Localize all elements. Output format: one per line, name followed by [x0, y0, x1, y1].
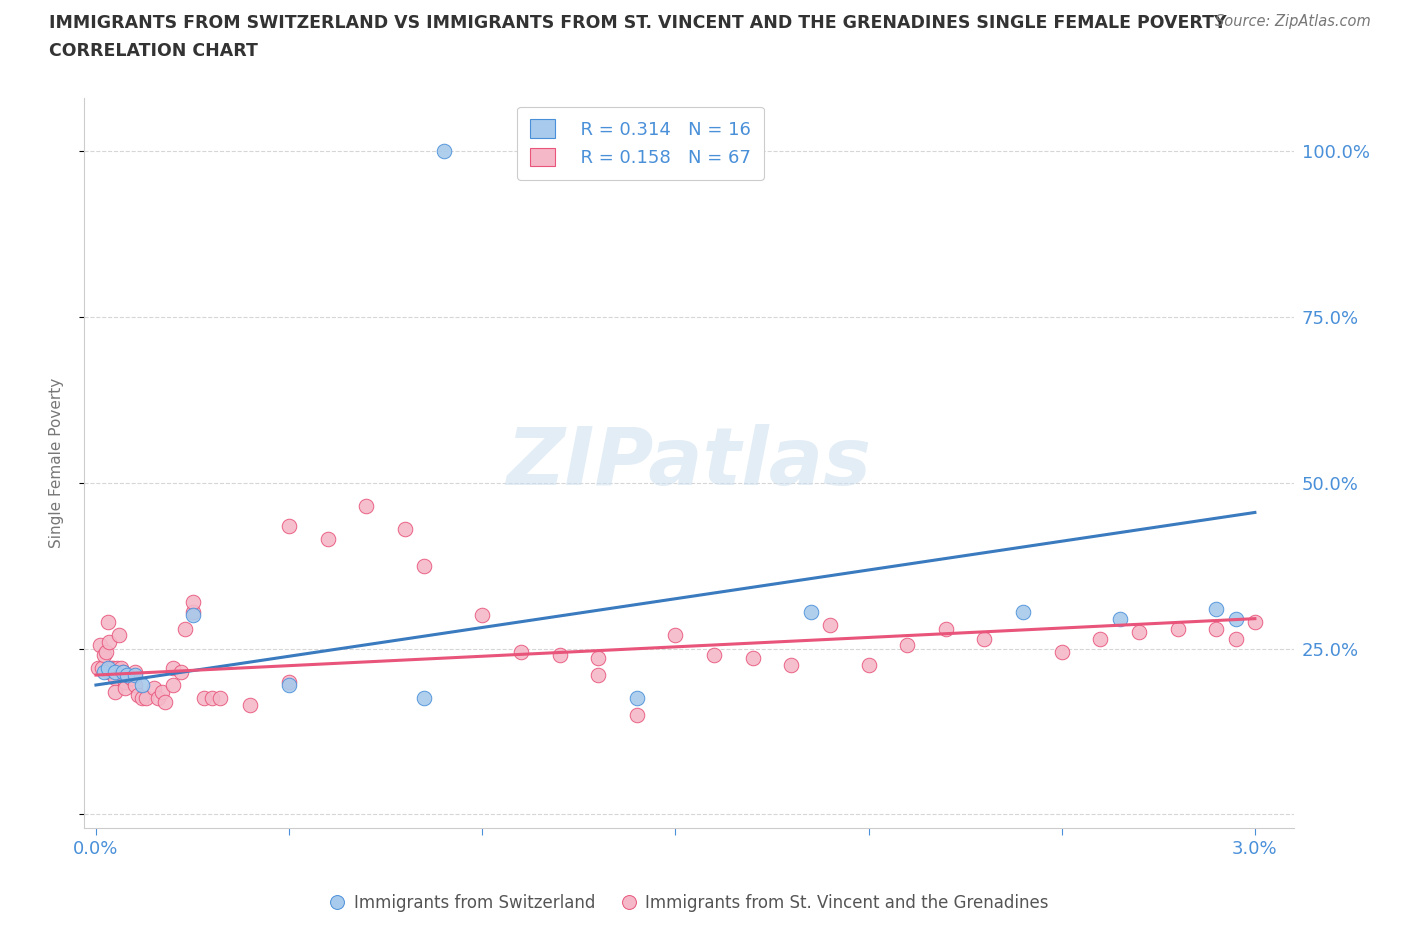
- Point: [103, 661, 125, 676]
- Point: [111, 664, 134, 679]
- Point: [413, 691, 436, 706]
- Point: [278, 674, 301, 689]
- Point: [96, 661, 118, 676]
- Text: IMMIGRANTS FROM SWITZERLAND VS IMMIGRANTS FROM ST. VINCENT AND THE GRENADINES SI: IMMIGRANTS FROM SWITZERLAND VS IMMIGRANT…: [49, 14, 1226, 32]
- Point: [127, 687, 149, 702]
- Point: [664, 628, 686, 643]
- Text: Source: ZipAtlas.com: Source: ZipAtlas.com: [1215, 14, 1371, 29]
- Point: [90, 661, 112, 676]
- Point: [111, 664, 134, 679]
- Point: [1244, 615, 1267, 630]
- Point: [1108, 611, 1130, 626]
- Point: [89, 638, 111, 653]
- Point: [201, 691, 224, 706]
- Point: [586, 668, 609, 683]
- Point: [135, 691, 157, 706]
- Point: [170, 664, 193, 679]
- Point: [104, 671, 127, 685]
- Point: [1090, 631, 1112, 646]
- Point: [780, 658, 803, 672]
- Point: [120, 671, 142, 685]
- Point: [1225, 611, 1247, 626]
- Point: [1128, 624, 1150, 639]
- Point: [509, 644, 531, 659]
- Point: [356, 498, 378, 513]
- Point: [1205, 621, 1227, 636]
- Point: [150, 684, 173, 699]
- Point: [173, 621, 195, 636]
- Point: [87, 661, 110, 676]
- Y-axis label: Single Female Poverty: Single Female Poverty: [49, 378, 63, 548]
- Point: [626, 708, 648, 723]
- Point: [124, 664, 146, 679]
- Point: [278, 678, 301, 693]
- Text: ZIPatlas: ZIPatlas: [506, 424, 872, 501]
- Point: [208, 691, 231, 706]
- Point: [93, 664, 115, 679]
- Point: [1205, 602, 1227, 617]
- Point: [896, 638, 918, 653]
- Point: [433, 143, 456, 158]
- Point: [105, 661, 128, 676]
- Point: [155, 694, 177, 709]
- Point: [115, 668, 138, 683]
- Point: [110, 661, 132, 676]
- Point: [162, 661, 184, 676]
- Text: CORRELATION CHART: CORRELATION CHART: [49, 42, 259, 60]
- Point: [131, 691, 153, 706]
- Point: [1167, 621, 1189, 636]
- Point: [94, 644, 117, 659]
- Point: [1225, 631, 1247, 646]
- Point: [394, 522, 416, 537]
- Point: [93, 647, 115, 662]
- Legend: Immigrants from Switzerland, Immigrants from St. Vincent and the Grenadines: Immigrants from Switzerland, Immigrants …: [322, 887, 1056, 919]
- Point: [114, 674, 136, 689]
- Point: [104, 664, 127, 679]
- Point: [586, 651, 609, 666]
- Point: [316, 532, 339, 547]
- Point: [98, 634, 121, 649]
- Point: [858, 658, 880, 672]
- Point: [818, 618, 841, 632]
- Point: [703, 647, 725, 662]
- Point: [100, 661, 122, 676]
- Point: [124, 668, 146, 683]
- Point: [278, 518, 301, 533]
- Point: [193, 691, 215, 706]
- Point: [471, 608, 494, 623]
- Point: [239, 698, 262, 712]
- Point: [146, 691, 169, 706]
- Point: [181, 604, 204, 619]
- Point: [124, 678, 146, 693]
- Point: [800, 604, 823, 619]
- Point: [548, 647, 571, 662]
- Point: [98, 664, 121, 679]
- Point: [131, 678, 153, 693]
- Point: [162, 678, 184, 693]
- Point: [181, 608, 204, 623]
- Point: [1050, 644, 1073, 659]
- Point: [96, 615, 118, 630]
- Point: [142, 681, 165, 696]
- Point: [114, 681, 136, 696]
- Point: [1012, 604, 1035, 619]
- Point: [104, 684, 127, 699]
- Point: [973, 631, 995, 646]
- Point: [115, 668, 138, 683]
- Point: [413, 558, 436, 573]
- Point: [181, 594, 204, 609]
- Point: [108, 628, 131, 643]
- Point: [935, 621, 957, 636]
- Point: [741, 651, 763, 666]
- Point: [626, 691, 648, 706]
